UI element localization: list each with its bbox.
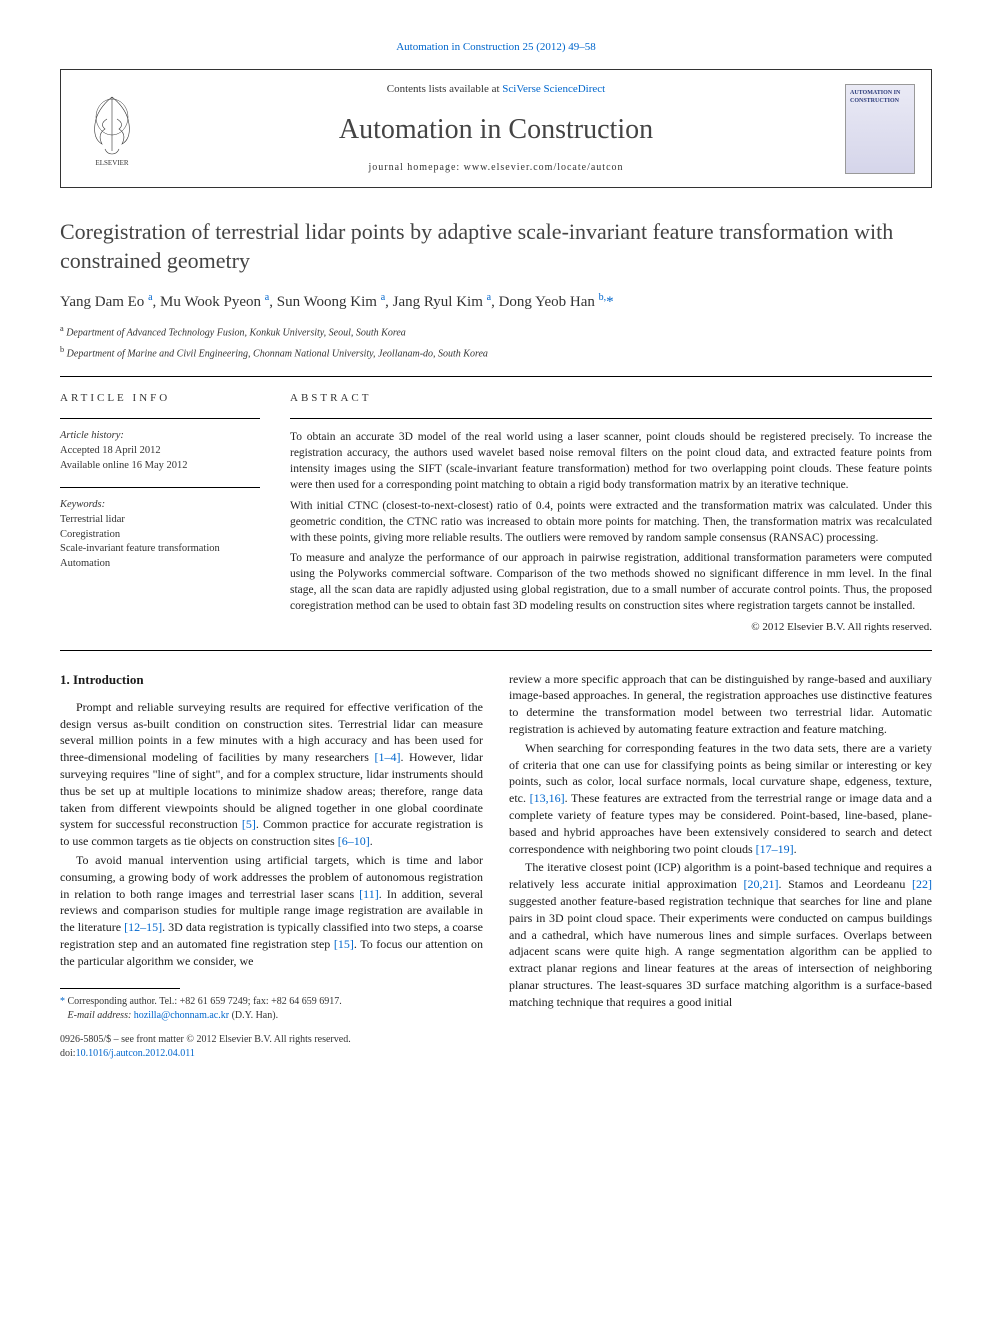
online-date: Available online 16 May 2012 (60, 459, 260, 474)
accepted-date: Accepted 18 April 2012 (60, 444, 260, 459)
info-abstract-row: ARTICLE INFO Article history: Accepted 1… (60, 391, 932, 636)
corresponding-email-link[interactable]: hozilla@chonnam.ac.kr (134, 1010, 229, 1021)
keyword-0: Terrestrial lidar (60, 513, 260, 528)
journal-ref-citation: 25 (2012) 49–58 (522, 41, 595, 53)
citation-link[interactable]: [13,16] (530, 791, 565, 805)
doi-link[interactable]: 10.1016/j.autcon.2012.04.011 (76, 1048, 195, 1059)
email-suffix: (D.Y. Han). (232, 1010, 278, 1021)
right-column: review a more specific approach that can… (509, 671, 932, 1061)
keywords-block: Keywords: Terrestrial lidar Coregistrati… (60, 498, 260, 571)
corresponding-footnote: * Corresponding author. Tel.: +82 61 659… (60, 995, 483, 1023)
citation-link[interactable]: [17–19] (756, 842, 794, 856)
abstract-p1: To obtain an accurate 3D model of the re… (290, 429, 932, 493)
affil-text-a: Department of Advanced Technology Fusion… (66, 327, 406, 338)
citation-link[interactable]: [1–4] (374, 750, 400, 764)
header-center: Contents lists available at SciVerse Sci… (163, 82, 829, 175)
body-columns: 1. Introduction Prompt and reliable surv… (60, 671, 932, 1061)
citation-link[interactable]: [6–10] (338, 834, 370, 848)
info-rule-2 (60, 487, 260, 488)
elsevier-logo: ELSEVIER (77, 89, 147, 169)
footnote-rule (60, 988, 180, 989)
affiliations: a Department of Advanced Technology Fusi… (60, 323, 932, 362)
page: Automation in Construction 25 (2012) 49–… (0, 0, 992, 1101)
intro-p4: When searching for corresponding feature… (509, 740, 932, 858)
doi-label: doi: (60, 1048, 76, 1059)
citation-link[interactable]: [11] (359, 887, 379, 901)
citation-link[interactable]: [5] (242, 817, 256, 831)
intro-p1: Prompt and reliable surveying results ar… (60, 699, 483, 850)
header-box: ELSEVIER Contents lists available at Sci… (60, 69, 932, 188)
intro-p5: The iterative closest point (ICP) algori… (509, 859, 932, 1010)
journal-title: Automation in Construction (163, 110, 829, 149)
left-column: 1. Introduction Prompt and reliable surv… (60, 671, 483, 1061)
affil-text-b: Department of Marine and Civil Engineeri… (67, 349, 488, 360)
authors-text: Yang Dam Eo a, Mu Wook Pyeon a, Sun Woon… (60, 294, 606, 310)
sciencedirect-link[interactable]: SciVerse ScienceDirect (502, 83, 605, 95)
citation-link[interactable]: [20,21] (743, 877, 778, 891)
article-info-label: ARTICLE INFO (60, 391, 260, 406)
history-label: Article history: (60, 429, 260, 444)
section-heading-intro: 1. Introduction (60, 671, 483, 689)
journal-ref-link[interactable]: Automation in Construction 25 (2012) 49–… (396, 41, 596, 53)
article-title: Coregistration of terrestrial lidar poin… (60, 218, 932, 275)
corresponding-text: Corresponding author. Tel.: +82 61 659 7… (68, 996, 342, 1007)
journal-cover-thumbnail: AUTOMATION IN CONSTRUCTION (845, 84, 915, 174)
doi-block: 0926-5805/$ – see front matter © 2012 El… (60, 1033, 483, 1061)
cover-label: AUTOMATION IN CONSTRUCTION (850, 89, 910, 106)
article-info-column: ARTICLE INFO Article history: Accepted 1… (60, 391, 260, 636)
abstract-p3: To measure and analyze the performance o… (290, 550, 932, 614)
intro-p3: review a more specific approach that can… (509, 671, 932, 738)
abstract-text: To obtain an accurate 3D model of the re… (290, 429, 932, 635)
affiliation-b: b Department of Marine and Civil Enginee… (60, 344, 932, 361)
keyword-3: Automation (60, 557, 260, 572)
keywords-label: Keywords: (60, 498, 260, 513)
abstract-p2: With initial CTNC (closest-to-next-close… (290, 498, 932, 546)
horizontal-rule (60, 376, 932, 377)
contents-prefix: Contents lists available at (387, 83, 500, 95)
horizontal-rule-2 (60, 650, 932, 651)
contents-lists-line: Contents lists available at SciVerse Sci… (163, 82, 829, 97)
citation-link[interactable]: [22] (912, 877, 932, 891)
email-label: E-mail address: (68, 1010, 132, 1021)
citation-link[interactable]: [12–15] (124, 920, 162, 934)
journal-ref-name: Automation in Construction (396, 41, 519, 53)
abstract-label: ABSTRACT (290, 391, 932, 406)
abstract-column: ABSTRACT To obtain an accurate 3D model … (290, 391, 932, 636)
corresponding-star-icon: * (606, 294, 614, 310)
journal-homepage: journal homepage: www.elsevier.com/locat… (163, 161, 829, 175)
affiliation-a: a Department of Advanced Technology Fusi… (60, 323, 932, 340)
intro-p2: To avoid manual intervention using artif… (60, 852, 483, 970)
abstract-rule (290, 418, 932, 419)
citation-link[interactable]: [15] (334, 937, 354, 951)
article-history: Article history: Accepted 18 April 2012 … (60, 429, 260, 473)
affil-sup-a: a (60, 324, 64, 333)
affil-sup-b: b (60, 345, 64, 354)
svg-text:ELSEVIER: ELSEVIER (95, 159, 128, 167)
keyword-2: Scale-invariant feature transformation (60, 542, 260, 557)
author-list: Yang Dam Eo a, Mu Wook Pyeon a, Sun Woon… (60, 291, 932, 313)
footnote-star-icon: * (60, 996, 65, 1007)
elsevier-tree-icon: ELSEVIER (77, 89, 147, 169)
info-rule (60, 418, 260, 419)
issn-line: 0926-5805/$ – see front matter © 2012 El… (60, 1033, 483, 1047)
keyword-1: Coregistration (60, 528, 260, 543)
journal-reference: Automation in Construction 25 (2012) 49–… (60, 40, 932, 55)
abstract-copyright: © 2012 Elsevier B.V. All rights reserved… (290, 620, 932, 635)
